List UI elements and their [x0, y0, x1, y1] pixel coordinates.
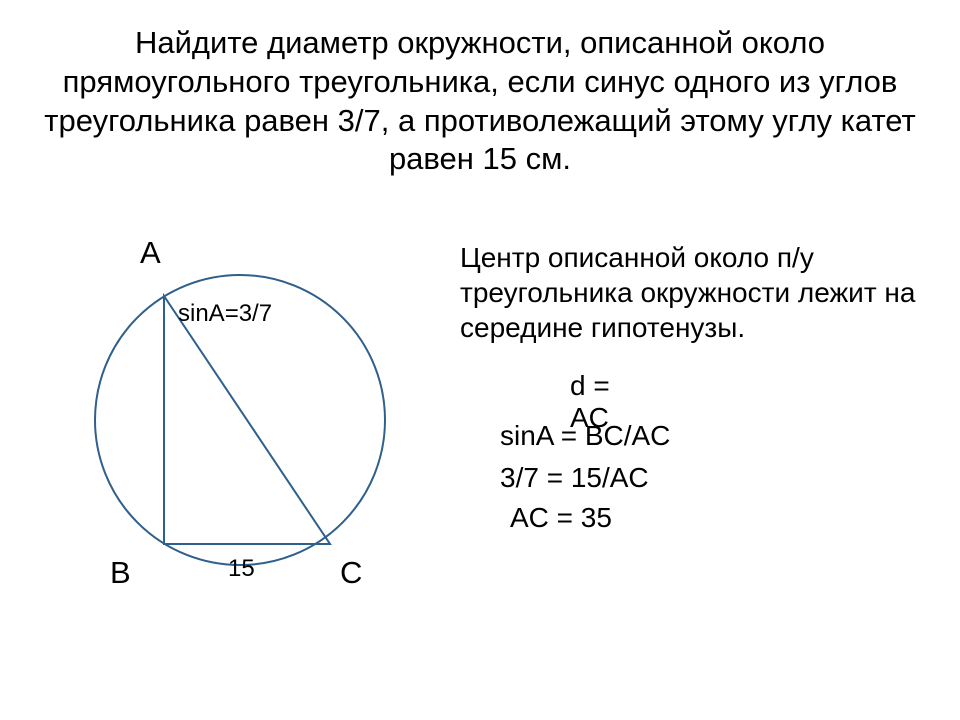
problem-statement: Найдите диаметр окружности, описанной ок…	[30, 24, 930, 179]
sin-a-annotation: sinA=3/7	[178, 300, 272, 328]
equation-d-equals: d =	[570, 370, 610, 402]
slide: Найдите диаметр окружности, описанной ок…	[0, 0, 960, 720]
right-triangle	[164, 296, 330, 544]
vertex-b-label: B	[110, 555, 131, 591]
vertex-c-label: C	[340, 555, 362, 591]
explanation-text: Центр описанной около п/у треугольника о…	[460, 240, 930, 345]
side-bc-length: 15	[228, 555, 255, 583]
equation-sin-definition: sinA = BC/AC	[500, 420, 670, 452]
equation-substitution: 3/7 = 15/AC	[500, 462, 649, 494]
equation-result: AC = 35	[510, 502, 612, 534]
vertex-a-label: A	[140, 235, 161, 271]
